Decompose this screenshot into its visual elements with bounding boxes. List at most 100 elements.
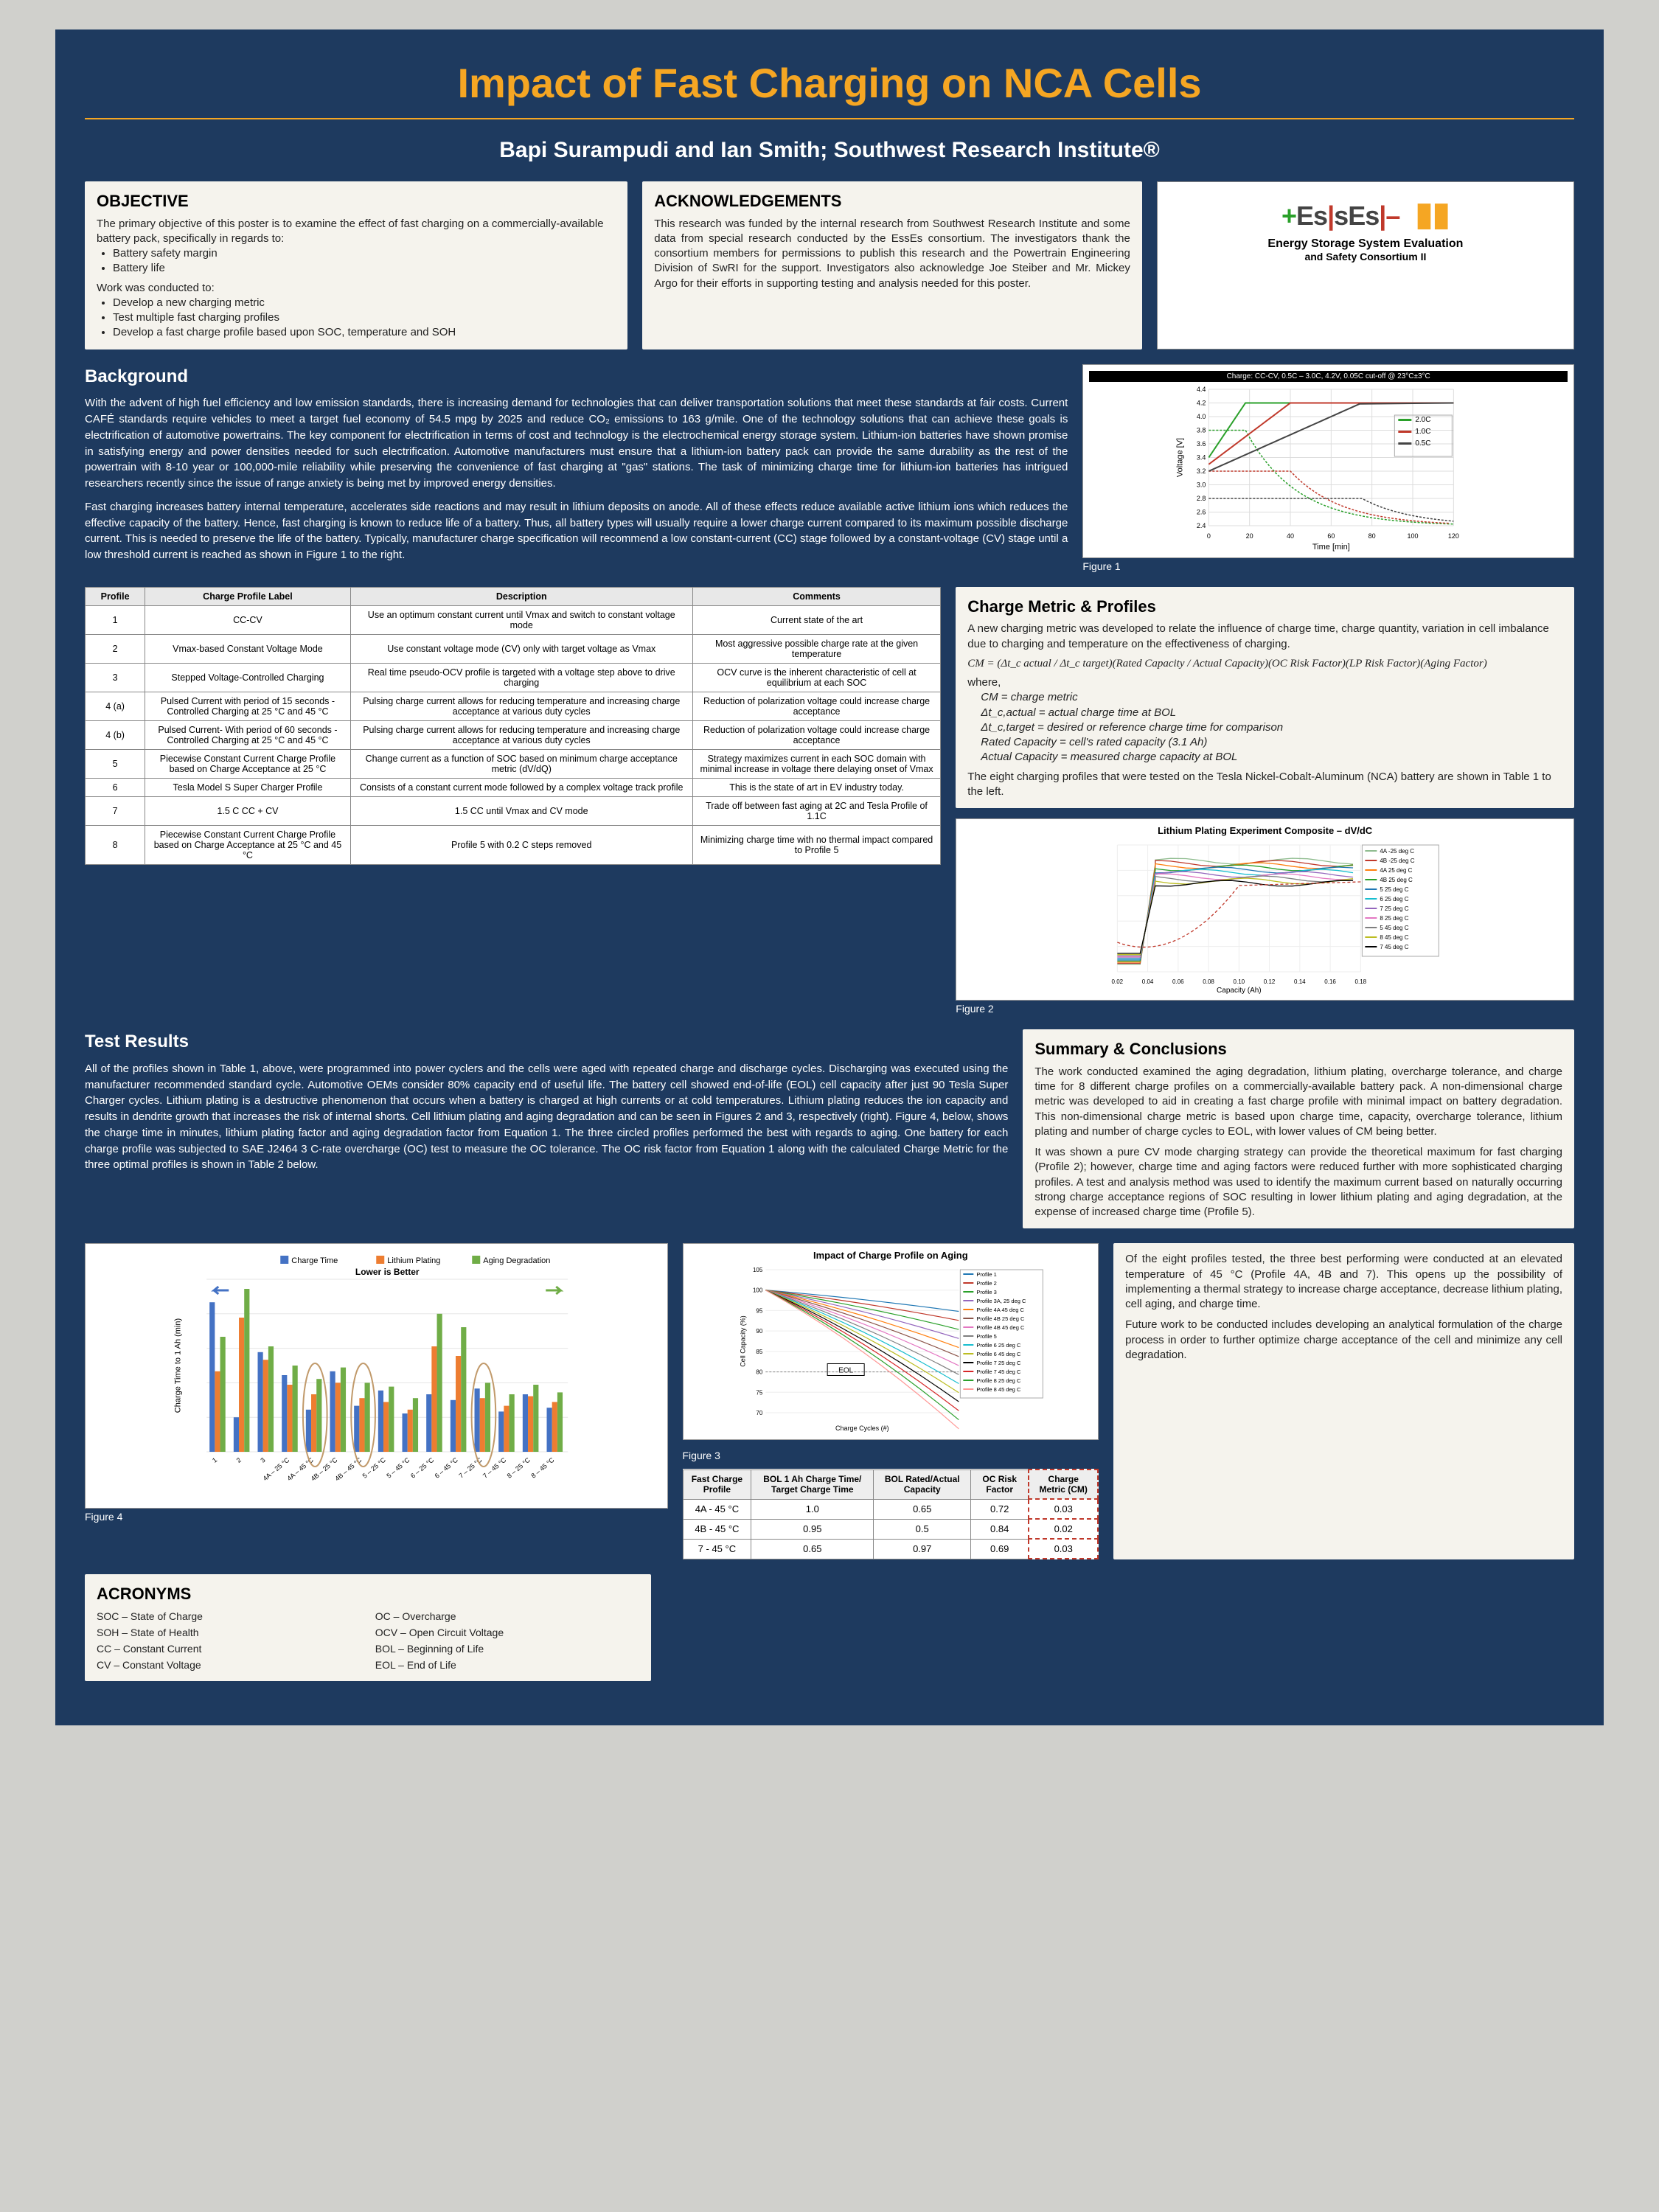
svg-text:Profile 5: Profile 5 <box>976 1333 997 1340</box>
charge-metric-box: Charge Metric & Profiles A new charging … <box>956 587 1574 808</box>
row-table-metric: ProfileCharge Profile LabelDescriptionCo… <box>85 587 1574 1015</box>
svg-text:3.8: 3.8 <box>1197 426 1206 434</box>
row-results: Test Results All of the profiles shown i… <box>85 1029 1574 1228</box>
fig3-title: Impact of Charge Profile on Aging <box>689 1250 1093 1261</box>
svg-text:Profile 3: Profile 3 <box>976 1289 997 1295</box>
fig4-wrap: Charge Time Lithium Plating Aging Degradat… <box>85 1243 668 1559</box>
bg-heading: Background <box>85 364 1068 390</box>
svg-text:1.0C: 1.0C <box>1416 428 1431 436</box>
obj-w3: Develop a fast charge profile based upon… <box>113 325 616 340</box>
svg-text:Profile 4A 45 deg C: Profile 4A 45 deg C <box>976 1307 1024 1313</box>
cm-d3: Δt_c,target = desired or reference charg… <box>981 720 1562 735</box>
svg-text:2.8: 2.8 <box>1197 495 1206 502</box>
table1-wrap: ProfileCharge Profile LabelDescriptionCo… <box>85 587 941 1015</box>
svg-text:4.4: 4.4 <box>1197 386 1206 393</box>
svg-text:0.08: 0.08 <box>1203 978 1215 985</box>
svg-text:8 45 deg C: 8 45 deg C <box>1380 934 1409 941</box>
svg-text:Profile 8 45 deg C: Profile 8 45 deg C <box>976 1386 1021 1393</box>
obj-b2: Battery life <box>113 261 616 276</box>
sum-p1: The work conducted examined the aging de… <box>1034 1065 1562 1139</box>
svg-text:Profile 8 25 deg C: Profile 8 25 deg C <box>976 1377 1021 1384</box>
svg-text:7 – 45 °C: 7 – 45 °C <box>481 1456 508 1480</box>
tr-heading: Test Results <box>85 1029 1008 1055</box>
metric-col: Charge Metric & Profiles A new charging … <box>956 587 1574 1015</box>
svg-text:3.2: 3.2 <box>1197 467 1206 475</box>
svg-text:6 – 25 °C: 6 – 25 °C <box>409 1456 436 1480</box>
fig2-label: Figure 2 <box>956 1003 1574 1015</box>
cm-where: where, <box>967 675 1562 690</box>
row-top: OBJECTIVE The primary objective of this … <box>85 181 1574 349</box>
svg-text:8 25 deg C: 8 25 deg C <box>1380 915 1409 922</box>
sum-p2: It was shown a pure CV mode charging str… <box>1034 1145 1562 1220</box>
svg-text:Time [min]: Time [min] <box>1312 543 1350 552</box>
fig3-col: Impact of Charge Profile on Aging 707580… <box>683 1243 1099 1559</box>
svg-text:0.10: 0.10 <box>1234 978 1245 985</box>
fig1-chart: Charge: CC-CV, 0.5C – 3.0C, 4.2V, 0.05C … <box>1082 364 1574 558</box>
tr-body: All of the profiles shown in Table 1, ab… <box>85 1061 1008 1173</box>
svg-text:Aging Degradation: Aging Degradation <box>483 1256 550 1265</box>
svg-text:Voltage [V]: Voltage [V] <box>1176 438 1185 477</box>
obj-work: Work was conducted to: <box>97 281 616 296</box>
svg-text:0.16: 0.16 <box>1325 978 1337 985</box>
cm-d5: Actual Capacity = measured charge capaci… <box>981 750 1562 765</box>
svg-text:Profile 2: Profile 2 <box>976 1280 997 1287</box>
svg-text:1: 1 <box>211 1456 218 1464</box>
svg-text:5 25 deg C: 5 25 deg C <box>1380 886 1409 893</box>
svg-text:EOL: EOL <box>838 1367 853 1375</box>
svg-text:Profile 4B 25 deg C: Profile 4B 25 deg C <box>976 1315 1025 1322</box>
objective-heading: OBJECTIVE <box>97 190 616 212</box>
svg-text:Lithium Plating: Lithium Plating <box>387 1256 440 1265</box>
fig1-svg: 0204060801001202.42.62.83.03.23.43.63.84… <box>1089 382 1568 552</box>
fig4-chart: Charge Time Lithium Plating Aging Degradat… <box>85 1243 668 1509</box>
svg-text:Profile 6 25 deg C: Profile 6 25 deg C <box>976 1342 1021 1349</box>
svg-text:6 25 deg C: 6 25 deg C <box>1380 896 1409 902</box>
fig1-banner: Charge: CC-CV, 0.5C – 3.0C, 4.2V, 0.05C … <box>1089 371 1568 382</box>
summary-box: Summary & Conclusions The work conducted… <box>1023 1029 1574 1228</box>
svg-text:100: 100 <box>752 1287 762 1294</box>
svg-text:0.12: 0.12 <box>1264 978 1276 985</box>
fig3-label: Figure 3 <box>683 1450 1099 1461</box>
logo-box: +Es|sEs|– ▮▮ Energy Storage System Evalu… <box>1157 181 1574 349</box>
svg-text:5 – 25 °C: 5 – 25 °C <box>361 1456 388 1480</box>
fig3-svg: 707580859095100105EOLCharge Cycles (#)Ce… <box>689 1264 1093 1433</box>
svg-text:2.4: 2.4 <box>1197 522 1206 529</box>
svg-text:0.5C: 0.5C <box>1416 439 1431 448</box>
svg-text:75: 75 <box>756 1390 762 1397</box>
svg-text:100: 100 <box>1408 532 1419 540</box>
logo-mark: +Es|sEs|– ▮▮ <box>1171 195 1560 233</box>
fig4-label: Figure 4 <box>85 1511 668 1523</box>
svg-text:Charge Time: Charge Time <box>291 1256 338 1265</box>
test-results-box: Test Results All of the profiles shown i… <box>85 1029 1008 1228</box>
svg-text:0.14: 0.14 <box>1294 978 1306 985</box>
acro-list: SOC – State of ChargeOC – OverchargeSOH … <box>97 1610 639 1672</box>
svg-text:0.02: 0.02 <box>1112 978 1124 985</box>
svg-text:Profile 4B 45 deg C: Profile 4B 45 deg C <box>976 1324 1025 1331</box>
svg-text:6 – 45 °C: 6 – 45 °C <box>434 1456 460 1480</box>
table2: Fast Charge ProfileBOL 1 Ah Charge Time/… <box>683 1469 1099 1559</box>
fig3-chart: Impact of Charge Profile on Aging 707580… <box>683 1243 1099 1440</box>
svg-text:8 – 25 °C: 8 – 25 °C <box>506 1456 532 1480</box>
svg-text:4B – 45 °C: 4B – 45 °C <box>333 1456 363 1483</box>
obj-w2: Test multiple fast charging profiles <box>113 310 616 325</box>
divider <box>85 118 1574 119</box>
obj-b1: Battery safety margin <box>113 246 616 261</box>
svg-text:105: 105 <box>752 1267 762 1273</box>
svg-text:Profile 7 45 deg C: Profile 7 45 deg C <box>976 1368 1021 1375</box>
bg-p2: Fast charging increases battery internal… <box>85 499 1068 563</box>
svg-text:8 – 45 °C: 8 – 45 °C <box>529 1456 556 1480</box>
svg-text:40: 40 <box>1287 532 1294 540</box>
svg-text:3.6: 3.6 <box>1197 440 1206 448</box>
svg-text:3.4: 3.4 <box>1197 453 1206 461</box>
summary-box-2: Of the eight profiles tested, the three … <box>1113 1243 1574 1559</box>
svg-text:4.2: 4.2 <box>1197 399 1206 406</box>
sum-p4: Future work to be conducted includes dev… <box>1125 1318 1562 1363</box>
authors: Bapi Surampudi and Ian Smith; Southwest … <box>85 138 1574 163</box>
svg-text:7 45 deg C: 7 45 deg C <box>1380 944 1409 950</box>
svg-text:Profile 3A, 25 deg C: Profile 3A, 25 deg C <box>976 1298 1026 1304</box>
svg-text:Charge Cycles (#): Charge Cycles (#) <box>835 1425 889 1432</box>
svg-text:0.18: 0.18 <box>1355 978 1367 985</box>
cm-outro: The eight charging profiles that were te… <box>967 770 1562 800</box>
acronyms-box: ACRONYMS SOC – State of ChargeOC – Overc… <box>85 1574 651 1680</box>
svg-text:2.0C: 2.0C <box>1416 416 1431 424</box>
svg-text:2.6: 2.6 <box>1197 508 1206 515</box>
